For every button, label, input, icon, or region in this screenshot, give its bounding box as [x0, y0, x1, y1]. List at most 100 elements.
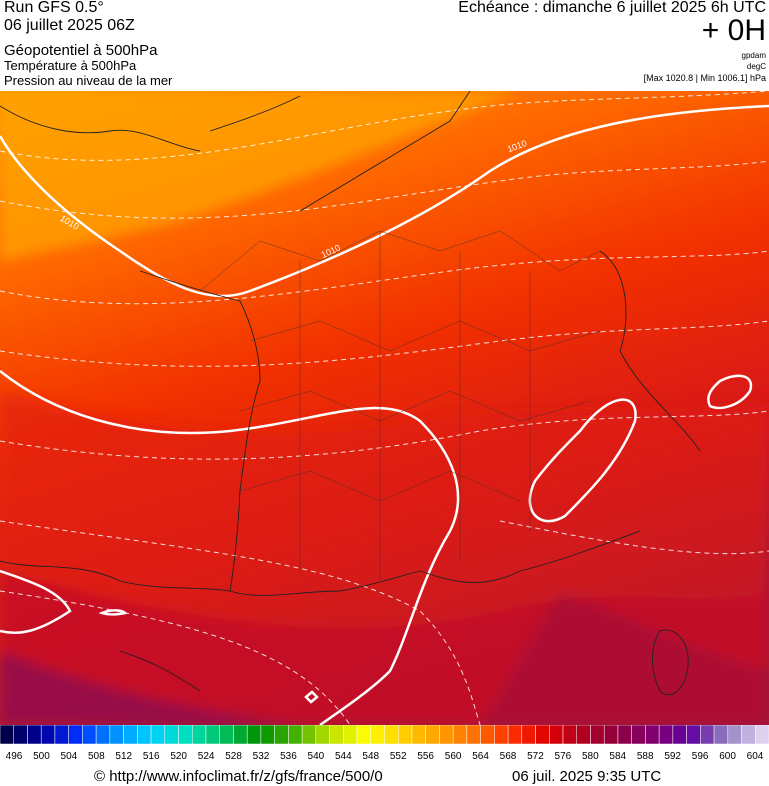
run: Run GFS 0.5° [4, 0, 104, 16]
legend-swatch [40, 725, 56, 745]
legend-swatch [755, 725, 769, 745]
legend-swatch [549, 725, 564, 745]
legend-label: 532 [253, 751, 270, 762]
layer: Géopotentiel à 500hPa [4, 42, 158, 59]
legend-swatch [315, 725, 330, 745]
legend-swatch [535, 725, 550, 745]
legend-swatch [741, 725, 756, 745]
legend-label: 544 [335, 751, 352, 762]
legend-label: 604 [747, 751, 764, 762]
legend-swatch [590, 725, 605, 745]
run-date: 06 juillet 2025 06Z [4, 17, 135, 34]
source-url: © http://www.infoclimat.fr/z/gfs/france/… [94, 768, 383, 785]
legend-swatch [233, 725, 248, 745]
legend-label: 560 [445, 751, 462, 762]
legend-label: 524 [198, 751, 215, 762]
borders [199, 230, 601, 581]
legend-swatch [27, 725, 42, 745]
legend-swatch [700, 725, 715, 745]
temperature-bands [0, 91, 769, 725]
legend-swatch [301, 725, 317, 745]
unit: degC [746, 62, 766, 71]
layer: Pression au niveau de la mer [4, 73, 173, 88]
legend-swatch [617, 725, 632, 745]
legend-swatch [329, 725, 344, 745]
legend-swatch [150, 725, 166, 745]
legend-swatch [658, 725, 674, 745]
legend-label: 600 [719, 751, 736, 762]
legend-label: 516 [143, 751, 160, 762]
unit: gpdam [741, 51, 766, 60]
legend-swatch [164, 725, 179, 745]
legend-label: 520 [170, 751, 187, 762]
legend-swatch [645, 725, 660, 745]
legend-label: 564 [472, 751, 489, 762]
legend-swatch [713, 725, 729, 745]
legend-label: 592 [664, 751, 681, 762]
legend-label: 552 [390, 751, 407, 762]
legend-swatch [411, 725, 426, 745]
legend-label: 596 [692, 751, 709, 762]
layer: Température à 500hPa [4, 58, 137, 73]
legend-swatch [686, 725, 701, 745]
legend-swatch [219, 725, 234, 745]
legend-swatch [274, 725, 289, 745]
legend-swatch [727, 725, 742, 745]
legend-swatch [95, 725, 111, 745]
legend-label: 536 [280, 751, 297, 762]
offset: + 0H [701, 14, 766, 47]
legend-swatch [576, 725, 591, 745]
legend-swatch [178, 725, 193, 745]
legend-label: 528 [225, 751, 242, 762]
legend-swatch [397, 725, 413, 745]
legend-swatch [82, 725, 97, 745]
legend-label: 508 [88, 751, 105, 762]
temperature-isolines [0, 91, 769, 725]
legend-swatch [494, 725, 509, 745]
legend-swatch [562, 725, 578, 745]
legend-swatch [356, 725, 372, 745]
legend-swatch [452, 725, 468, 745]
legend-label: 572 [527, 751, 544, 762]
legend-swatch [631, 725, 646, 745]
legend-swatch [384, 725, 399, 745]
legend-swatch [603, 725, 619, 745]
legend-swatch [288, 725, 303, 745]
legend-swatch [0, 725, 14, 745]
legend-label: 584 [609, 751, 626, 762]
legend-swatch [192, 725, 207, 745]
legend-label: 540 [308, 751, 325, 762]
legend-swatch [521, 725, 536, 745]
legend-swatch [343, 725, 358, 745]
echeance: Echéance : dimanche 6 juillet 2025 6h UT… [458, 0, 766, 16]
legend-label: 500 [33, 751, 50, 762]
legend-swatch [109, 725, 124, 745]
legend-swatch [68, 725, 83, 745]
legend-swatch [54, 725, 69, 745]
legend-swatch [672, 725, 687, 745]
legend-label: 504 [61, 751, 78, 762]
legend-label: 576 [555, 751, 572, 762]
coastlines [0, 91, 701, 696]
legend-swatch [439, 725, 454, 745]
legend-label: 556 [417, 751, 434, 762]
legend-swatch [13, 725, 28, 745]
legend-swatch [260, 725, 275, 745]
legend-label: 568 [500, 751, 517, 762]
timestamp: 06 juil. 2025 9:35 UTC [512, 768, 662, 785]
legend-label: 548 [362, 751, 379, 762]
legend-label: 588 [637, 751, 654, 762]
legend-swatch [466, 725, 481, 745]
legend-swatch [507, 725, 523, 745]
pressure-isobars [0, 104, 769, 725]
legend-swatch [246, 725, 262, 745]
legend-swatch [123, 725, 138, 745]
legend-swatch [205, 725, 220, 745]
legend-swatch [425, 725, 440, 745]
pressure-range: [Max 1020.8 | Min 1006.1] hPa [643, 73, 766, 83]
legend-swatch [370, 725, 385, 745]
legend-swatch [137, 725, 152, 745]
color-legend: 496 500 504 508 512 516 520 524 528 532 536 540 544 5… [0, 725, 769, 762]
